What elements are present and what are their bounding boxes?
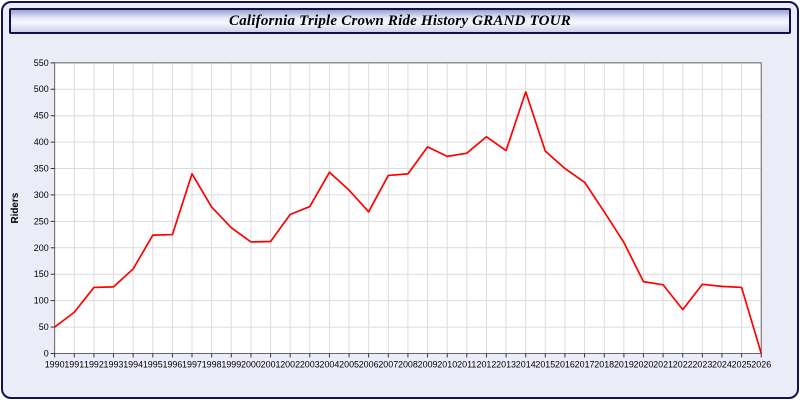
chart-container: 0 50 100 150 200 250 300 350 400 450 500 550 1990 199…	[7, 49, 793, 395]
x-tick-label: 2009	[418, 359, 438, 369]
y-tick-label: 450	[34, 111, 49, 121]
y-tick-label: 200	[34, 243, 49, 253]
x-tick-label: 2008	[398, 359, 418, 369]
x-tick-label: 2002	[280, 359, 300, 369]
x-tick-label: 1997	[182, 359, 202, 369]
x-tick-label: 2003	[300, 359, 320, 369]
x-tick-label: 2021	[653, 359, 673, 369]
x-tick-label: 2012	[477, 359, 497, 369]
x-tick-label: 2014	[516, 359, 536, 369]
x-tick-label: 1992	[84, 359, 104, 369]
x-tick-label: 2017	[575, 359, 595, 369]
x-tick-label: 2011	[457, 359, 476, 369]
x-tick-label: 2015	[535, 359, 555, 369]
title-bar: California Triple Crown Ride History GRA…	[9, 8, 791, 34]
x-tick-label: 2004	[320, 359, 340, 369]
x-tick-label: 2000	[241, 359, 261, 369]
x-tick-label: 1996	[163, 359, 183, 369]
x-tick-label: 1994	[123, 359, 143, 369]
riders-series-line	[54, 91, 763, 354]
x-tick-label: 2026	[751, 359, 771, 369]
x-tick-label: 1993	[104, 359, 124, 369]
y-tick-label: 500	[34, 84, 49, 94]
y-tick-label: 350	[34, 163, 49, 173]
y-tick-label: 300	[34, 190, 49, 200]
x-tick-label: 2010	[437, 359, 457, 369]
y-tick-label: 550	[34, 58, 49, 68]
x-tick-label: 1998	[202, 359, 222, 369]
x-tick-label: 1999	[221, 359, 241, 369]
x-tick-label: 2006	[359, 359, 379, 369]
x-tick-label: 2013	[496, 359, 516, 369]
x-tick-label: 2007	[378, 359, 398, 369]
y-tick-label: 250	[34, 216, 49, 226]
x-tick-label: 1991	[64, 359, 84, 369]
y-axis-label: Riders	[10, 192, 21, 223]
x-tick-label: 2016	[555, 359, 575, 369]
x-tick-label: 2019	[614, 359, 634, 369]
x-tick-label: 2020	[634, 359, 654, 369]
y-tick-label: 0	[44, 348, 49, 358]
x-tick-label: 2024	[712, 359, 732, 369]
y-tick-label: 50	[39, 322, 49, 332]
page-title: California Triple Crown Ride History GRA…	[229, 12, 571, 29]
y-tick-label: 100	[34, 296, 49, 306]
x-tick-label: 2018	[594, 359, 614, 369]
y-tick-label: 150	[34, 269, 49, 279]
x-tick-label: 2022	[673, 359, 693, 369]
x-tick-label: 2025	[732, 359, 752, 369]
x-tick-label: 2023	[692, 359, 712, 369]
y-tick-label: 400	[34, 137, 49, 147]
x-tick-label: 1990	[45, 359, 65, 369]
x-tick-label: 2001	[261, 359, 281, 369]
x-tick-label: 2005	[339, 359, 359, 369]
x-tick-label: 1995	[143, 359, 163, 369]
